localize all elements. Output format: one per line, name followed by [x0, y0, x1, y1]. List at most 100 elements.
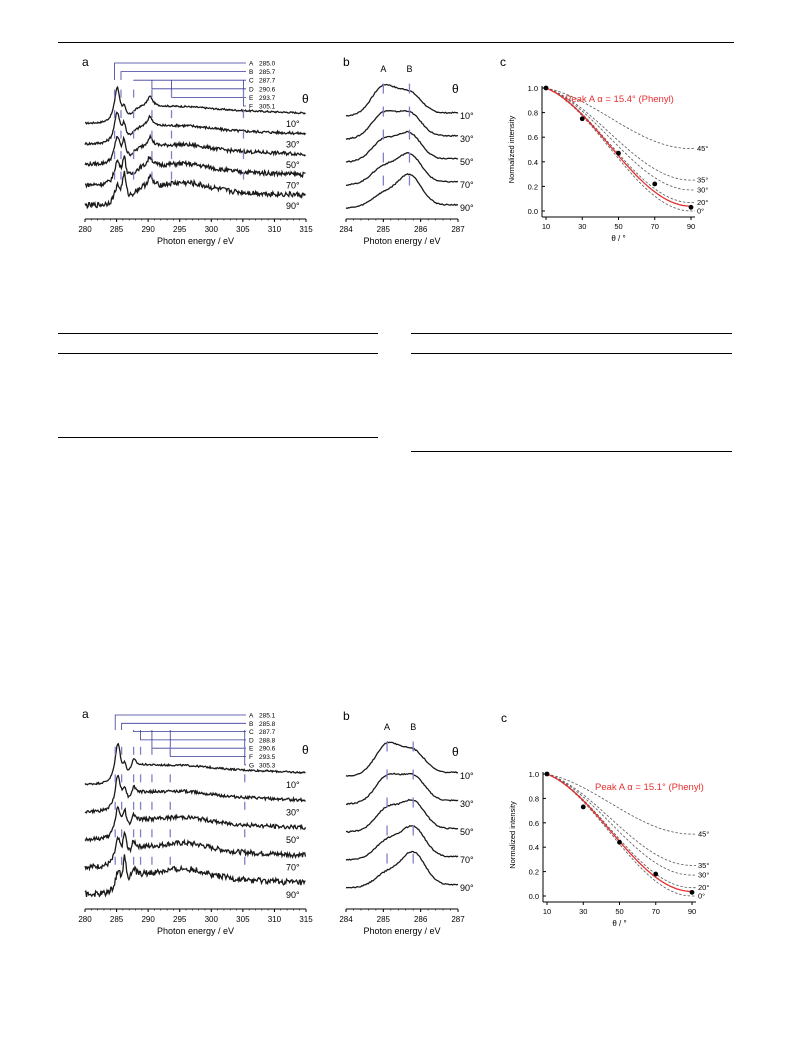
panel-a-theta: θ [302, 743, 309, 757]
panel-a-angle-label: 70° [286, 863, 300, 873]
measured-point [652, 181, 658, 187]
panel-b-tick-label: 286 [414, 225, 428, 234]
spectrum-b-2 [345, 130, 459, 163]
panel-c: c 0.0 0.2 0.4 0.6 0.8 1.0 10 30 50 70 90 θ / ° Normal… [500, 55, 708, 243]
panel-c-xtick-label: 90 [688, 907, 696, 916]
spectrum-a-1 [84, 111, 307, 146]
peak-energy-A: 285.0 [259, 61, 276, 68]
peak-letter-A: A [249, 713, 254, 720]
panel-c-xtick-label: 50 [615, 907, 623, 916]
panel-b-angle-label: 90° [460, 203, 474, 213]
spectrum-b-2 [345, 798, 459, 833]
peak-energy-B: 285.7 [259, 69, 276, 76]
spectrum-a-2 [84, 806, 307, 843]
table-right-header-rule [411, 353, 732, 354]
panel-b-angle-label: 30° [460, 799, 474, 809]
peak-energy-E: 293.7 [259, 95, 276, 102]
panel-a-tick-label: 315 [299, 225, 313, 234]
figure-1: a θ 280 285 290 295 300 305 310 315 Photon energy … [78, 55, 708, 246]
panel-c-ytick-label: 0.6 [528, 133, 538, 142]
measured-point [580, 804, 586, 810]
spectrum-b-0 [345, 741, 459, 777]
table-left-top-rule [58, 333, 378, 334]
panel-c-xtick-label: 10 [543, 907, 551, 916]
spectrum-a-3 [84, 830, 307, 872]
panel-a: a θ 280 285 290 295 300 305 310 315 Photon energy … [78, 707, 313, 936]
panel-c-letter: c [501, 711, 507, 725]
panel-b-theta: θ [452, 745, 459, 759]
reference-label: 45° [697, 144, 708, 153]
panel-a-angle-label: 30° [286, 808, 300, 818]
reference-curve-0 [546, 773, 696, 897]
spectrum-a-4 [84, 854, 306, 898]
peak-energy-B: 285.8 [259, 721, 276, 728]
peak-leader-F [243, 80, 246, 107]
fit-curve [545, 87, 691, 207]
panel-c-xtick-label: 30 [579, 907, 587, 916]
peak-letter-D: D [249, 86, 254, 93]
peak-letter-B: B [249, 69, 253, 76]
measured-point [617, 839, 622, 845]
table-right-top-rule [411, 333, 732, 334]
reference-label: 30° [697, 185, 708, 194]
panel-b-tick-label: 285 [377, 915, 391, 924]
panel-b-theta: θ [452, 82, 459, 96]
measured-point [688, 204, 694, 210]
panel-c-xtick-label: 70 [652, 907, 660, 916]
panel-c-xtick-label: 70 [651, 222, 659, 231]
peak-leader-D [140, 730, 246, 741]
panel-b-letter: b [343, 709, 350, 723]
peak-letter-B: B [249, 721, 253, 728]
panel-a: a θ 280 285 290 295 300 305 310 315 Photon energy … [78, 55, 313, 246]
panel-a-tick-label: 295 [173, 915, 187, 924]
reference-curve-30 [546, 773, 696, 876]
peak-leader-B [121, 722, 246, 730]
panel-c-ytick-label: 0.2 [528, 182, 538, 191]
panel-c-ytick-label: 1.0 [528, 84, 538, 93]
panel-b-tick-label: 286 [414, 915, 428, 924]
panel-b: b θ 284 285 286 287 Photon energy / eV A B 10° 30°… [339, 55, 474, 246]
spectrum-a-1 [84, 774, 306, 815]
panel-a-tick-label: 310 [268, 225, 282, 234]
panel-a-tick-label: 280 [78, 915, 92, 924]
peak-letter-D: D [249, 737, 254, 744]
panel-a-tick-label: 295 [173, 225, 187, 234]
panel-b-peak-label: A [384, 722, 390, 732]
panel-c-xtick-label: 10 [542, 222, 550, 231]
reference-curve-45 [545, 87, 695, 150]
spectrum-b-1 [345, 772, 459, 806]
panel-c-annotation: Peak A α = 15.4° (Phenyl) [565, 94, 674, 105]
measured-point [653, 871, 659, 877]
panel-a-angle-label: 10° [286, 119, 300, 129]
spectrum-a-3 [84, 155, 306, 189]
peak-energy-C: 287.7 [259, 78, 276, 85]
panel-b-tick-label: 284 [339, 915, 353, 924]
reference-curve-20 [545, 87, 695, 204]
panel-a-tick-label: 300 [205, 225, 219, 234]
peak-leader-F [169, 730, 246, 757]
panel-c-ytick-label: 0.8 [528, 109, 538, 118]
panel-a-angle-label: 50° [286, 160, 300, 170]
reference-curve-45 [546, 773, 696, 835]
peak-letter-C: C [249, 729, 254, 736]
reference-curve-30 [545, 87, 695, 191]
peak-leader-G [244, 730, 246, 766]
measured-point [616, 150, 621, 156]
panel-c-ytick-label: 0.0 [528, 207, 538, 216]
panel-c-xtick-label: 50 [614, 222, 622, 231]
peak-letter-E: E [249, 746, 254, 753]
panel-a-tick-label: 285 [110, 225, 124, 234]
spectrum-b-0 [345, 83, 459, 117]
peak-letter-F: F [249, 104, 253, 111]
table-left-bottom-rule [58, 437, 378, 438]
panel-c: c 0.0 0.2 0.4 0.6 0.8 1.0 10 30 50 70 90 θ / ° Normal… [501, 711, 709, 928]
panel-a-angle-label: 90° [286, 201, 300, 211]
panel-a-tick-label: 285 [110, 915, 124, 924]
panel-c-ytick-label: 0.2 [529, 868, 539, 877]
panel-c-ylabel: Normalized intensity [508, 801, 517, 869]
panel-b-angle-label: 70° [460, 855, 474, 865]
spectrum-b-4 [345, 850, 459, 889]
panel-b-xlabel: Photon energy / eV [363, 926, 440, 936]
peak-energy-D: 288.8 [259, 737, 276, 744]
